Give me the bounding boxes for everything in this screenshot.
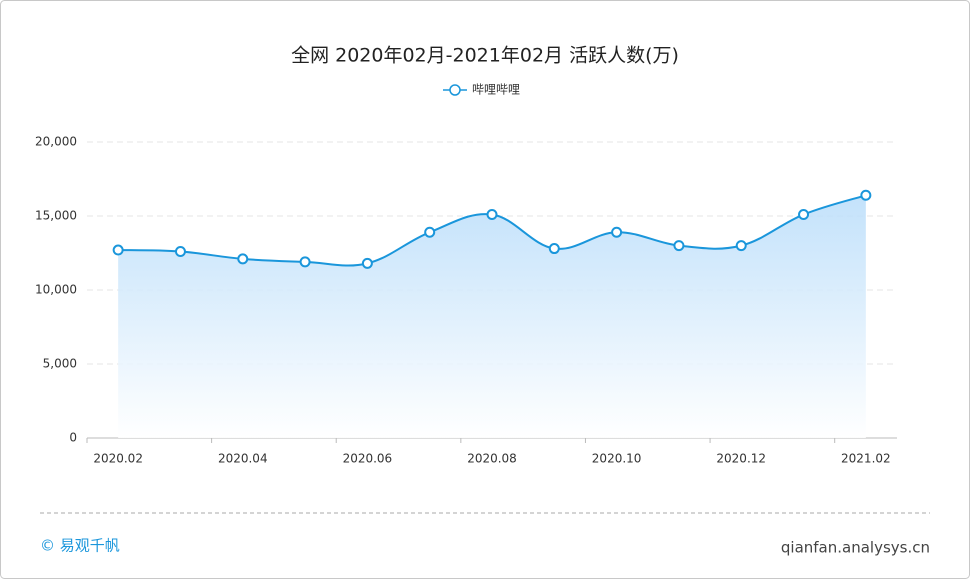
area	[118, 195, 866, 438]
chart-title: 全网 2020年02月-2021年02月 活跃人数(万)	[291, 45, 679, 67]
point	[112, 244, 124, 256]
footer-brand: © 易观千帆	[40, 537, 120, 555]
x-tick-label: 2020.04	[218, 452, 268, 466]
point	[611, 226, 623, 238]
point	[424, 226, 436, 238]
y-tick-label: 20,000	[35, 135, 77, 149]
point	[673, 240, 685, 252]
point	[860, 189, 872, 201]
point	[548, 243, 560, 255]
y-tick-label: 10,000	[35, 283, 77, 297]
y-tick-label: 15,000	[35, 209, 77, 223]
x-tick-label: 2020.06	[343, 452, 393, 466]
point	[798, 209, 810, 221]
x-tick-label: 2020.12	[716, 452, 766, 466]
point	[237, 253, 249, 265]
y-tick-label: 5,000	[43, 357, 77, 371]
point	[174, 246, 186, 258]
footer-url: qianfan.analysys.cn	[781, 539, 930, 557]
x-tick-label: 2021.02	[841, 452, 891, 466]
x-tick-label: 2020.08	[467, 452, 517, 466]
y-tick-label: 0	[69, 431, 77, 445]
point	[361, 257, 373, 269]
legend-marker	[449, 84, 461, 96]
point	[486, 209, 498, 221]
point	[299, 256, 311, 268]
x-tick-label: 2020.10	[592, 452, 642, 466]
legend-label: 哔哩哔哩	[472, 83, 520, 97]
x-tick-label: 2020.02	[93, 452, 143, 466]
point	[735, 240, 747, 252]
